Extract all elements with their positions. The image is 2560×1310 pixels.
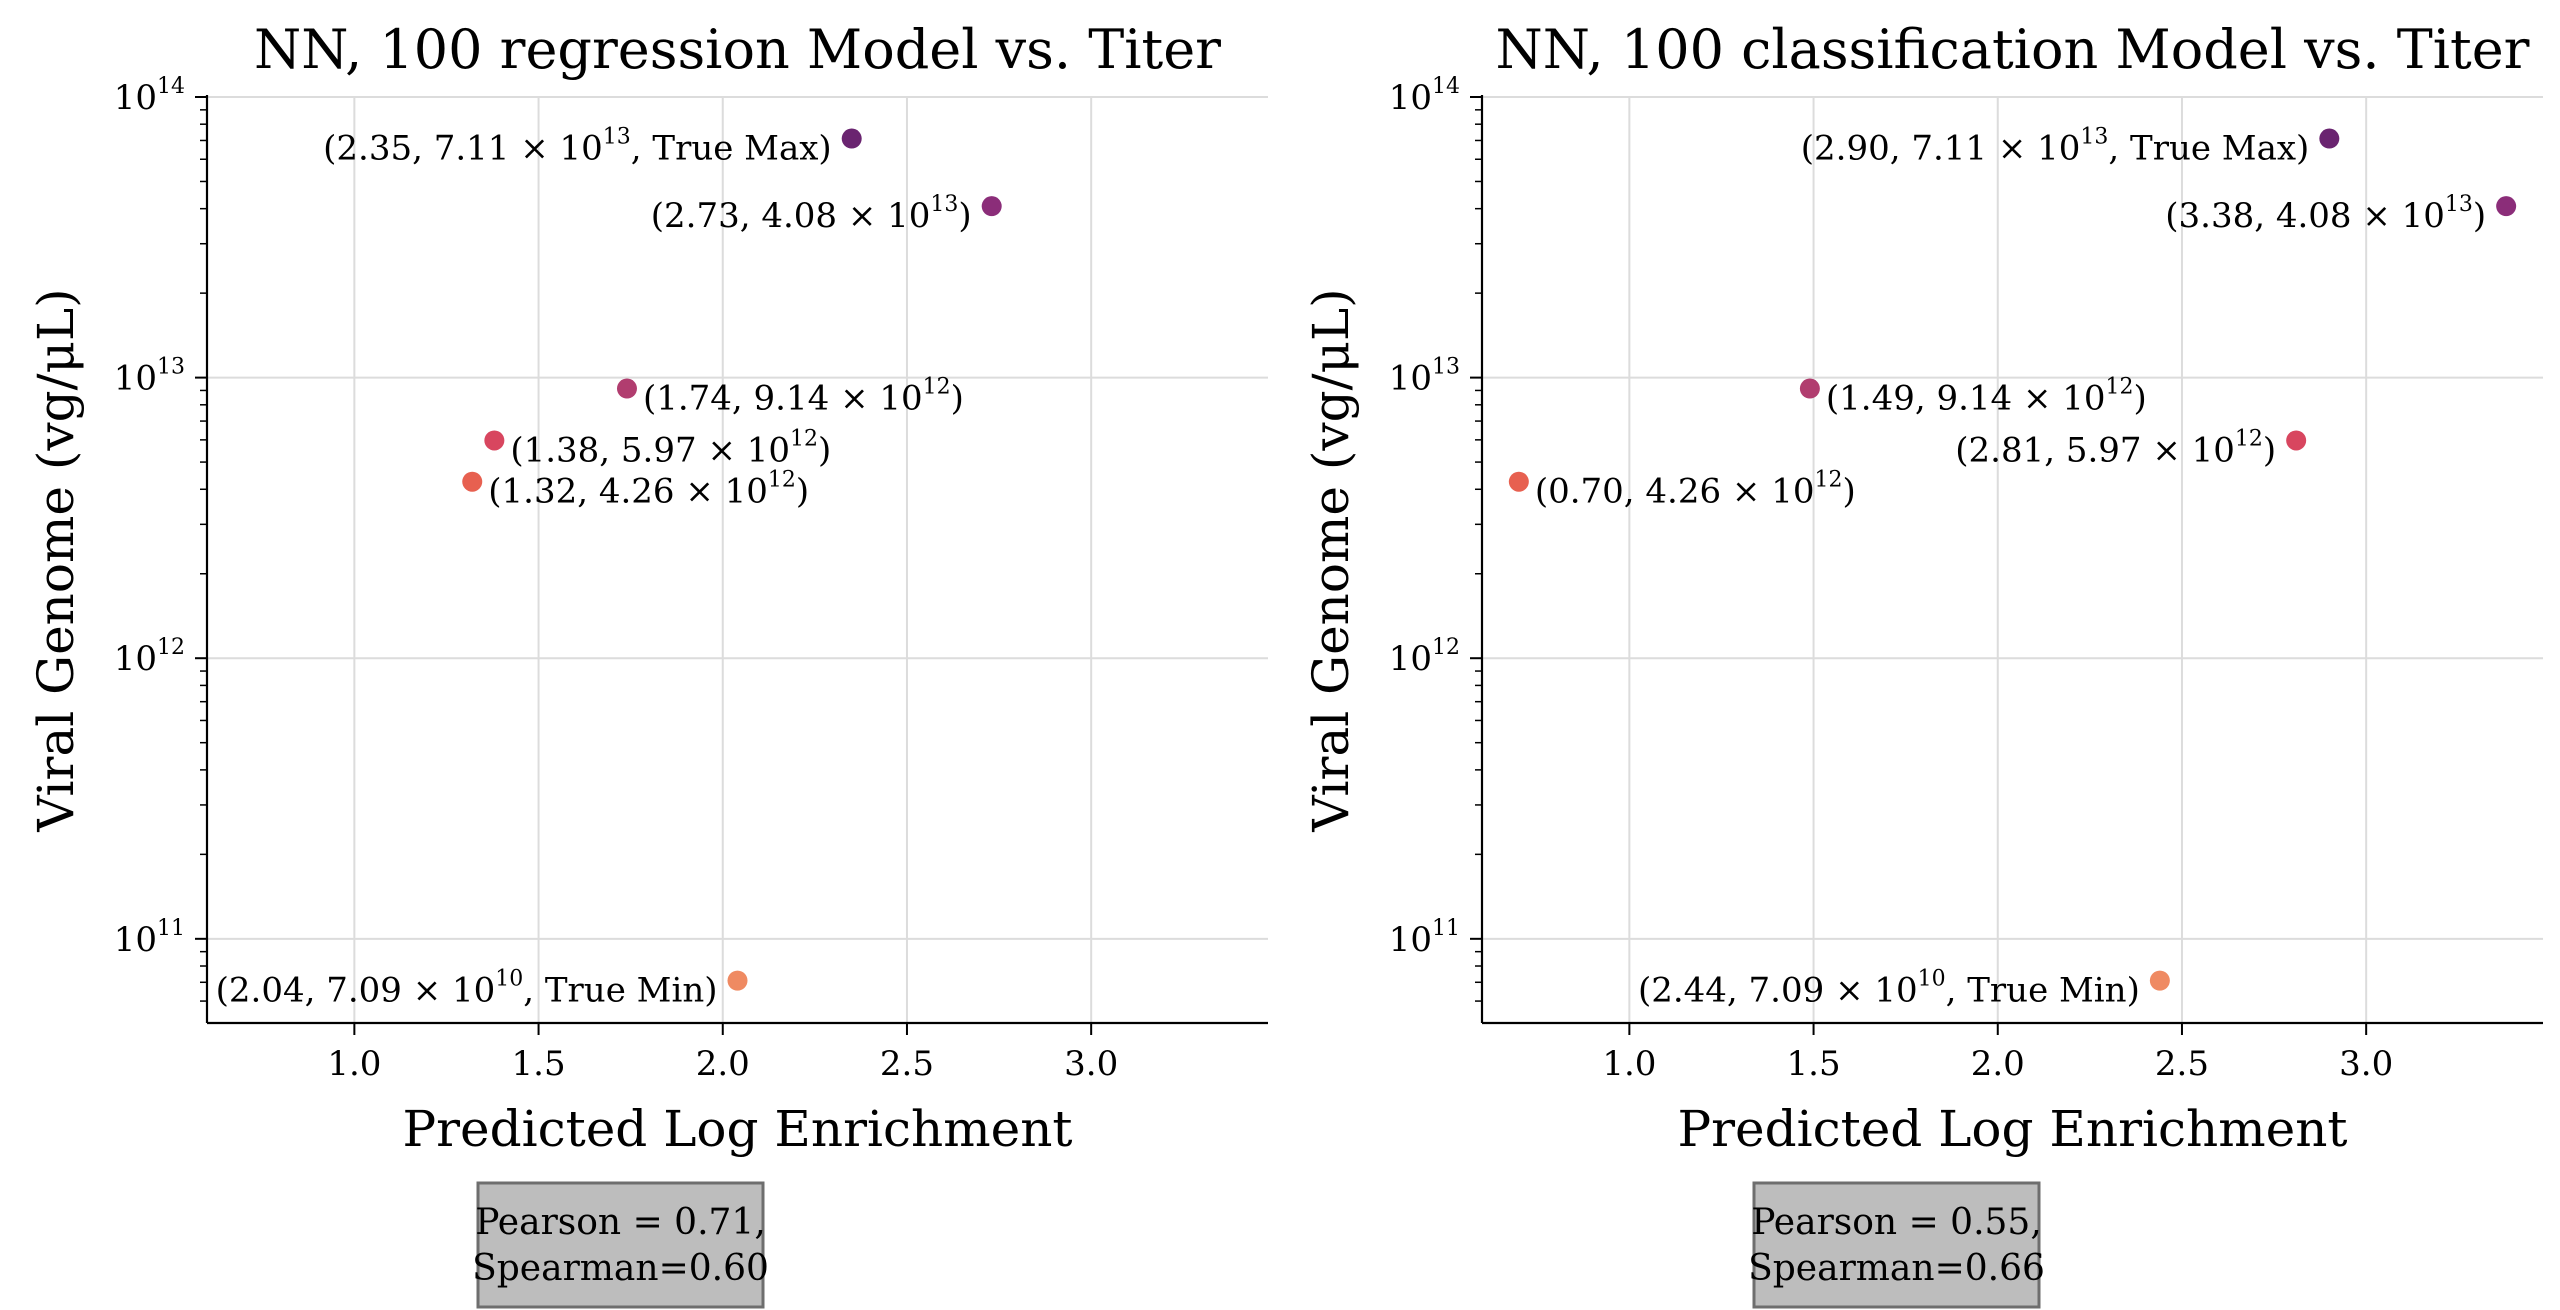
data-point-label: (2.73, 4.08 × 1013) — [651, 192, 972, 236]
data-point — [484, 430, 505, 451]
y-axis-label: Viral Genome (vg/μL) — [27, 288, 85, 832]
stats-box-bg — [1752, 1181, 2041, 1309]
x-axis-label: Predicted Log Enrichment — [1677, 1100, 2347, 1158]
data-point — [616, 378, 637, 399]
y-tick-label: 1011 — [114, 916, 185, 960]
data-point — [2286, 430, 2307, 451]
x-tick-label: 2.5 — [880, 1044, 934, 1084]
data-point-label: (2.44, 7.09 × 1010, True Min) — [1638, 967, 2140, 1011]
data-point — [2496, 196, 2517, 217]
x-axis-label: Predicted Log Enrichment — [402, 1100, 1072, 1158]
data-point-label: (2.35, 7.11 × 1013, True Max) — [323, 125, 832, 169]
data-point — [1799, 378, 1820, 399]
data-point-label: (2.81, 5.97 × 1012) — [1955, 426, 2276, 470]
data-point — [1508, 471, 1529, 492]
data-point-label: (1.74, 9.14 × 1012) — [643, 375, 964, 419]
data-point — [2149, 970, 2170, 991]
data-point-label: (1.49, 9.14 × 1012) — [1826, 375, 2147, 419]
data-point-label: (2.04, 7.09 × 1010, True Min) — [216, 967, 718, 1011]
data-point-label: (2.90, 7.11 × 1013, True Max) — [1801, 125, 2310, 169]
x-tick-label: 2.5 — [2155, 1044, 2209, 1084]
x-tick-label: 1.5 — [1787, 1044, 1841, 1084]
spearman-stat: Spearman=0.66 — [1748, 1248, 2045, 1289]
x-tick-label: 2.0 — [1971, 1044, 2025, 1084]
y-tick-label: 1014 — [114, 74, 185, 118]
data-point — [727, 970, 748, 991]
x-tick-label: 3.0 — [2339, 1044, 2393, 1084]
data-point — [841, 128, 862, 149]
y-axis-label: Viral Genome (vg/μL) — [1302, 288, 1360, 832]
y-tick-label: 1013 — [1389, 355, 1460, 399]
data-point-label: (1.38, 5.97 × 1012) — [510, 426, 831, 470]
y-tick-label: 1012 — [114, 635, 185, 679]
data-point — [462, 471, 483, 492]
stats-box-bg — [476, 1181, 765, 1309]
chart-title: NN, 100 regression Model vs. Titer — [254, 18, 1221, 81]
y-tick-label: 1012 — [1389, 635, 1460, 679]
data-point — [981, 196, 1002, 217]
chart-title: NN, 100 classification Model vs. Titer — [1496, 18, 2530, 81]
y-tick-label: 1014 — [1389, 74, 1460, 118]
spearman-stat: Spearman=0.60 — [472, 1248, 769, 1289]
stats-box: Pearson = 0.71, Spearman=0.60 — [472, 1181, 769, 1309]
x-tick-label: 1.5 — [512, 1044, 566, 1084]
stats-box: Pearson = 0.55, Spearman=0.66 — [1748, 1181, 2045, 1309]
chart-panel-2: 1.0 1.5 2.0 2.5 3.0 1011 1012 1013 1014 NN, 100 c… — [1302, 18, 2543, 1309]
pearson-stat: Pearson = 0.55, — [1751, 1202, 2042, 1243]
x-tick-label: 1.0 — [327, 1044, 381, 1084]
data-point-label: (1.32, 4.26 × 1012) — [488, 468, 809, 512]
data-point-label: (3.38, 4.08 × 1013) — [2165, 192, 2486, 236]
y-tick-label: 1011 — [1389, 916, 1460, 960]
data-point — [2319, 128, 2340, 149]
data-point-label: (0.70, 4.26 × 1012) — [1535, 468, 1856, 512]
x-tick-label: 2.0 — [696, 1044, 750, 1084]
pearson-stat: Pearson = 0.71, — [475, 1202, 766, 1243]
y-tick-label: 1013 — [114, 355, 185, 399]
x-tick-label: 3.0 — [1064, 1044, 1118, 1084]
chart-panel-1: 1.0 1.5 2.0 2.5 3.0 1011 1012 1013 1014 NN, 100 r… — [27, 18, 1268, 1309]
x-tick-label: 1.0 — [1602, 1044, 1656, 1084]
